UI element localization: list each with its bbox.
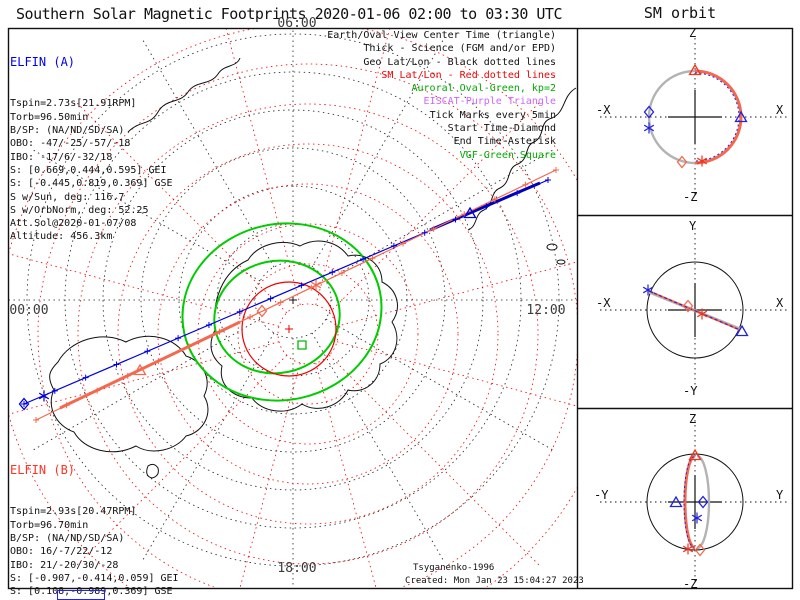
elfin-a-lines: Tspin=2.73s[21.91RPM] Torb=96.50min B/SP: … xyxy=(10,97,173,243)
elfin-a-info-line: Tspin=2.73s[21.91RPM] xyxy=(10,98,137,110)
orbit-far-arc xyxy=(696,454,711,550)
legend-line: SM Lat/Lon - Red dotted lines xyxy=(381,69,556,81)
island xyxy=(546,243,558,251)
elfin-b-info-line: B/SP: (NA/ND/SD/SA) xyxy=(10,533,125,545)
elfin-a-info-line: S w/Sun, deg: 116.7 xyxy=(10,191,125,203)
model-label: Tsyganenko-1996 xyxy=(413,563,495,573)
bottom-left-blue-box xyxy=(57,590,105,600)
elfin-a-info-line: S: [-0.445,0.819,0.369] GSE xyxy=(10,178,173,190)
elfin-b-info-line: OBO: 16/-7/22/-12 xyxy=(10,546,113,558)
coastline-upper-right xyxy=(467,87,577,231)
clock-label-12: 12:00 xyxy=(526,303,566,318)
axis-label-p1-right: X xyxy=(776,103,784,117)
plot-frame xyxy=(7,27,794,590)
elfin-b-info-block: ELFIN (B) Tspin=2.93s[20.47RPM] Torb=96.7… xyxy=(10,437,179,600)
orbit-near-arc xyxy=(683,454,696,550)
axis-label-p2-right: X xyxy=(776,296,784,310)
vgf-green-square xyxy=(297,340,307,350)
axis-label-p3-top: Z xyxy=(689,412,697,426)
legend-line: Thick - Science (FGM and/or EPD) xyxy=(363,43,556,55)
elfin-a-info-line: Att.Sol@2020-01-07/08 xyxy=(10,218,137,230)
clock-label-18: 18:00 xyxy=(277,561,317,576)
axis-label-p3-right: Y xyxy=(776,488,784,502)
axis-label-p2-bottom: -Y xyxy=(683,384,698,398)
elfin-a-info-line: S w/OrbNorm, deg: 52.25 xyxy=(10,204,149,216)
coastline-upper-left xyxy=(127,57,241,133)
clock-label-06: 06:00 xyxy=(277,16,317,31)
legend-line: EISCAT-Purple Triangle xyxy=(423,96,556,108)
sm-polar-circle xyxy=(241,281,337,377)
elfin-a-end-asterisk xyxy=(38,389,50,403)
elfin-a-info-line: IBO: -17/6/-32/18 xyxy=(10,151,113,163)
elfin-b-track-science-thick xyxy=(59,320,241,410)
elfin-b-lines: Tspin=2.93s[20.47RPM] Torb=96.70min B/SP: … xyxy=(10,505,179,600)
auroral-oval xyxy=(181,222,383,402)
sm-latlon-grid xyxy=(9,29,577,587)
legend-line: Auroral Oval-Green, kp=2 xyxy=(411,83,557,95)
elfin-a-info-line: B/SP: (NA/ND/SD/SA) xyxy=(10,125,125,137)
axis-label-p3-left: -Y xyxy=(594,488,609,502)
elfin-a-info-line: S: [0.669,0.444,0.595] GEI xyxy=(10,164,167,176)
blue-asterisk-marker xyxy=(691,511,703,525)
axis-label-p3-bottom: -Z xyxy=(683,577,698,591)
elfin-b-5min-ticks xyxy=(33,167,559,423)
geo-latlon-grid xyxy=(9,29,577,587)
elfin-a-header: ELFIN (A) xyxy=(10,54,76,69)
sm-orbit-panel-xz xyxy=(600,38,788,196)
elfin-a-5min-ticks xyxy=(21,177,551,407)
elfin-a-info-line: Torb=96.50min xyxy=(10,111,89,123)
elfin-a-info-block: ELFIN (A) Tspin=2.73s[21.91RPM] Torb=96.5… xyxy=(10,29,173,270)
axis-label-p2-left: -X xyxy=(596,296,611,310)
coastlines xyxy=(49,57,577,479)
elfin-b-info-line: S: [-0.907,-0.414,0.059] GEI xyxy=(10,572,179,584)
axis-label-p2-top: Y xyxy=(689,219,697,233)
elfin-b-info-line: S: [0.108,-0.989,0.369] GSE xyxy=(10,586,173,598)
elfin-b-info-line: Torb=96.70min xyxy=(10,519,89,531)
polar-footprint-map xyxy=(9,29,577,587)
legend-line: Geo Lat/Lon - Black dotted lines xyxy=(363,56,556,68)
orbit-edge-blue-dashed xyxy=(648,290,741,331)
page-title: Southern Solar Magnetic Footprints 2020-… xyxy=(16,5,562,23)
elfin-b-info-line: Tspin=2.93s[20.47RPM] xyxy=(10,506,137,518)
axis-label-p1-bottom: -Z xyxy=(683,190,698,204)
legend-line: Earth/Oval View Center Time (triangle) xyxy=(327,30,556,41)
sm-orbit-panel-yz xyxy=(600,420,788,583)
axis-label-p1-left: -X xyxy=(596,103,611,117)
australia-outline xyxy=(49,335,209,453)
sm-pole-mark xyxy=(284,324,294,334)
legend-line: End Time-Asterisk xyxy=(453,136,556,148)
legend-line: VGF-Green Square xyxy=(459,149,556,161)
created-timestamp: Created: Mon Jan 23 15:04:27 2023 xyxy=(405,576,584,586)
legend-line: Tick Marks every 5min xyxy=(429,109,556,121)
tasmania-outline xyxy=(146,463,159,479)
orbit-near-arc xyxy=(694,69,743,165)
sm-orbit-panel-xy xyxy=(600,228,788,390)
elfin-b-header: ELFIN (B) xyxy=(10,462,76,477)
elfin-a-info-line: Altitude: 456.3km xyxy=(10,231,113,243)
sm-orbit-title: SM orbit xyxy=(643,4,717,22)
clock-label-00: 00:00 xyxy=(9,303,49,318)
legend-line: Start Time-Diamond xyxy=(447,123,556,135)
island xyxy=(556,259,566,265)
orbit-blue-dashed xyxy=(694,72,740,162)
elfin-b-info-line: IBO: 21/-20/30/-28 xyxy=(10,559,119,571)
plot-legend: Earth/Oval View Center Time (triangle) Th… xyxy=(300,29,556,162)
elfin-a-info-line: OBO: -47/-25/-57/-18 xyxy=(10,138,131,150)
axis-label-p1-top: Z xyxy=(689,26,697,40)
